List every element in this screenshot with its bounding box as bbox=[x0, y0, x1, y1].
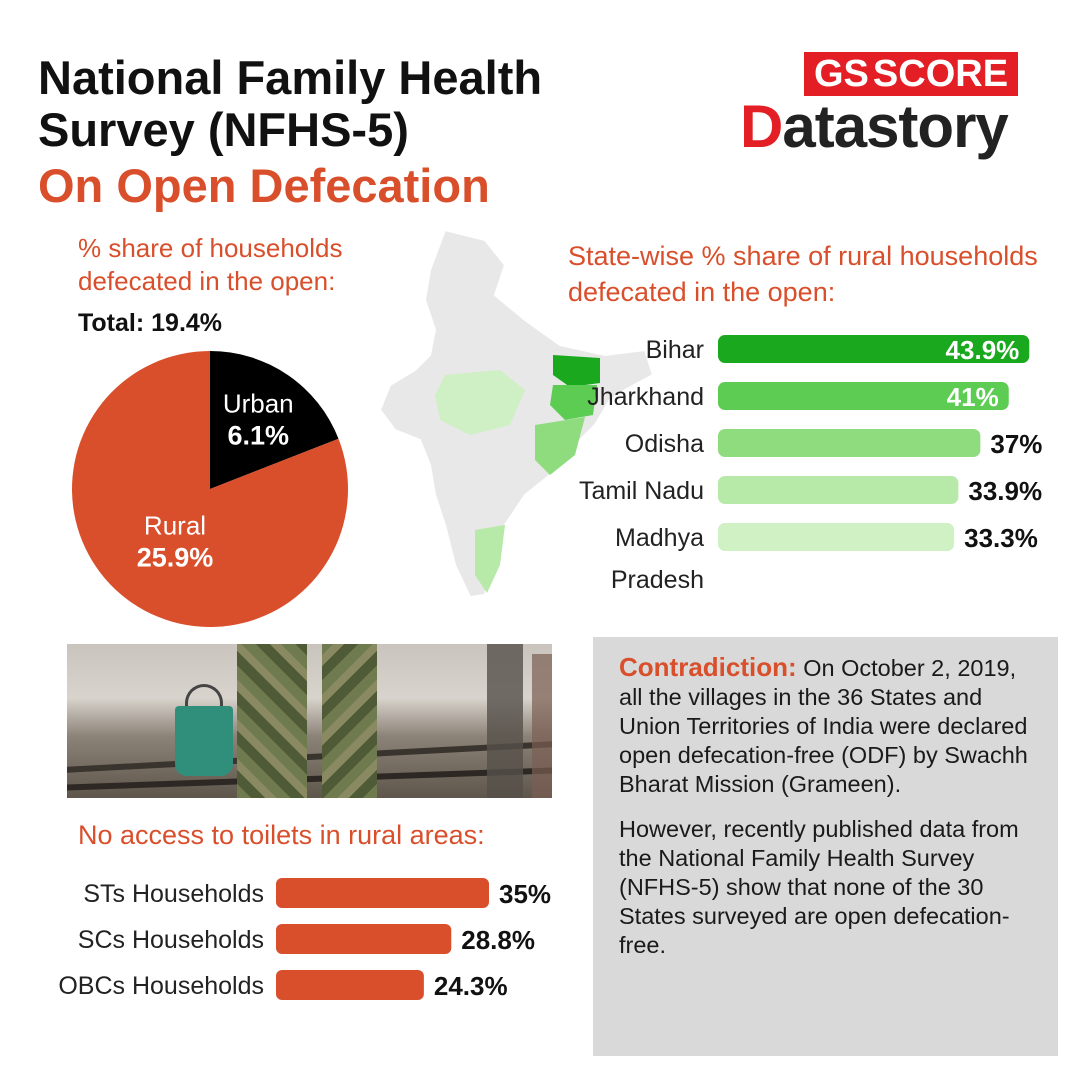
state-bar bbox=[718, 429, 981, 457]
bihar-region bbox=[553, 355, 600, 387]
datastory-logo: Datastory bbox=[740, 92, 1009, 162]
toilet-category-label: STs Households bbox=[83, 880, 264, 908]
state-bar bbox=[718, 523, 955, 551]
railway-photo bbox=[67, 644, 552, 798]
india-map bbox=[378, 228, 655, 599]
state-chart-heading: State-wise % share of rural households d… bbox=[568, 241, 1038, 307]
contradiction-lead: Contradiction: bbox=[619, 652, 797, 682]
pie-label: Urban bbox=[223, 388, 294, 418]
toilet-value-label: 35% bbox=[499, 879, 551, 909]
contradiction-paragraph-1: Contradiction: On October 2, 2019, all t… bbox=[619, 653, 1038, 799]
odisha-region bbox=[535, 417, 585, 475]
state-value-label: 37% bbox=[990, 429, 1042, 459]
photo-person bbox=[237, 644, 307, 798]
toilet-category-label: SCs Households bbox=[78, 926, 264, 954]
pie-slice-urban bbox=[210, 351, 339, 489]
state-value-label: 43.9% bbox=[946, 335, 1020, 365]
state-bar bbox=[718, 476, 959, 504]
page-subtitle: On Open Defecation bbox=[38, 159, 490, 212]
contradiction-paragraph-2: However, recently published data from th… bbox=[619, 816, 1019, 958]
page-title: National Family Health Survey (NFHS-5) bbox=[38, 51, 543, 156]
toilet-bar bbox=[276, 970, 424, 1000]
contradiction-box: Contradiction: On October 2, 2019, all t… bbox=[593, 637, 1058, 1056]
photo-track bbox=[67, 741, 552, 773]
pie-total: Total: 19.4% bbox=[78, 309, 223, 337]
state-bar bbox=[718, 335, 1030, 363]
state-category-label: Jharkhand bbox=[587, 383, 704, 411]
madhya-pradesh-region bbox=[435, 370, 525, 435]
pie-label: Rural bbox=[144, 510, 206, 540]
pie-slice-rural bbox=[72, 351, 349, 627]
photo-track bbox=[67, 767, 552, 791]
photo-person bbox=[487, 644, 523, 798]
logo-datastory-text: atastory bbox=[782, 93, 1008, 160]
state-category-label: Odisha bbox=[625, 430, 704, 458]
contradiction-text-1: On October 2, 2019, all the villages in … bbox=[619, 655, 1028, 797]
state-value-label: 33.9% bbox=[968, 476, 1042, 506]
state-bar-chart: Bihar 43.9% Jharkhand 41% Odisha 37% Tamil Nad… bbox=[579, 335, 1042, 594]
photo-person bbox=[532, 654, 552, 798]
state-value-label: 33.3% bbox=[964, 523, 1038, 553]
logo-score-text: SCORE bbox=[872, 53, 1009, 95]
toilet-bar bbox=[276, 924, 452, 954]
state-category-label: Madhya bbox=[615, 524, 704, 552]
photo-bucket-handle bbox=[185, 684, 223, 714]
state-value-label: 41% bbox=[947, 382, 999, 412]
gs-score-logo: GS SCORE bbox=[804, 52, 1019, 96]
pie-value-label: 25.9% bbox=[137, 542, 214, 572]
logo-d-text: D bbox=[740, 93, 783, 160]
photo-person bbox=[322, 644, 377, 798]
state-bar bbox=[718, 382, 1009, 410]
toilet-value-label: 28.8% bbox=[461, 925, 535, 955]
pie-value-label: 6.1% bbox=[227, 420, 289, 450]
state-category-label: Tamil Nadu bbox=[579, 477, 704, 505]
photo-bucket bbox=[175, 706, 233, 776]
toilet-bar bbox=[276, 878, 489, 908]
pie-heading: % share of households defecated in the o… bbox=[78, 233, 343, 296]
toilet-value-label: 24.3% bbox=[434, 971, 508, 1001]
toilet-category-label: OBCs Households bbox=[58, 972, 264, 1000]
tamil-nadu-region bbox=[475, 525, 505, 593]
state-category-label: Pradesh bbox=[611, 566, 704, 594]
state-category-label: Bihar bbox=[646, 336, 704, 364]
toilet-chart-heading: No access to toilets in rural areas: bbox=[78, 820, 485, 850]
logo-gs-text: GS bbox=[814, 53, 869, 95]
toilet-bar-chart: STs Households 35% SCs Households 28.8% OBCs… bbox=[58, 878, 551, 1001]
jharkhand-region bbox=[550, 385, 597, 420]
